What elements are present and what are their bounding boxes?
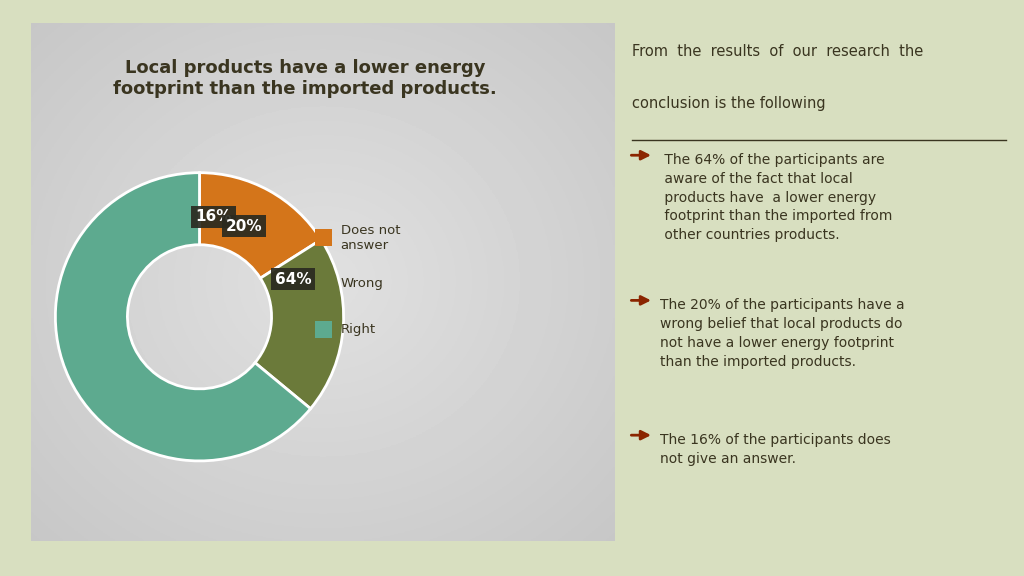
Text: From  the  results  of  our  research  the: From the results of our research the (633, 44, 924, 59)
Text: The 20% of the participants have a
wrong belief that local products do
not have : The 20% of the participants have a wrong… (659, 298, 904, 369)
Text: Local products have a lower energy
footprint than the imported products.: Local products have a lower energy footp… (114, 59, 497, 98)
Text: Wrong: Wrong (341, 277, 384, 290)
Text: The 64% of the participants are
 aware of the fact that local
 products have  a : The 64% of the participants are aware of… (659, 153, 892, 242)
Text: Does not
answer: Does not answer (341, 223, 400, 252)
Bar (314, 229, 332, 246)
Text: Right: Right (341, 323, 376, 336)
Bar (314, 321, 332, 339)
Bar (314, 275, 332, 292)
Wedge shape (200, 173, 322, 278)
Text: 16%: 16% (196, 210, 231, 225)
Text: The 16% of the participants does
not give an answer.: The 16% of the participants does not giv… (659, 433, 891, 465)
Wedge shape (55, 173, 310, 461)
Wedge shape (255, 240, 344, 408)
Text: conclusion is the following: conclusion is the following (633, 96, 826, 111)
Text: 64%: 64% (274, 271, 311, 286)
Text: 20%: 20% (225, 219, 262, 234)
